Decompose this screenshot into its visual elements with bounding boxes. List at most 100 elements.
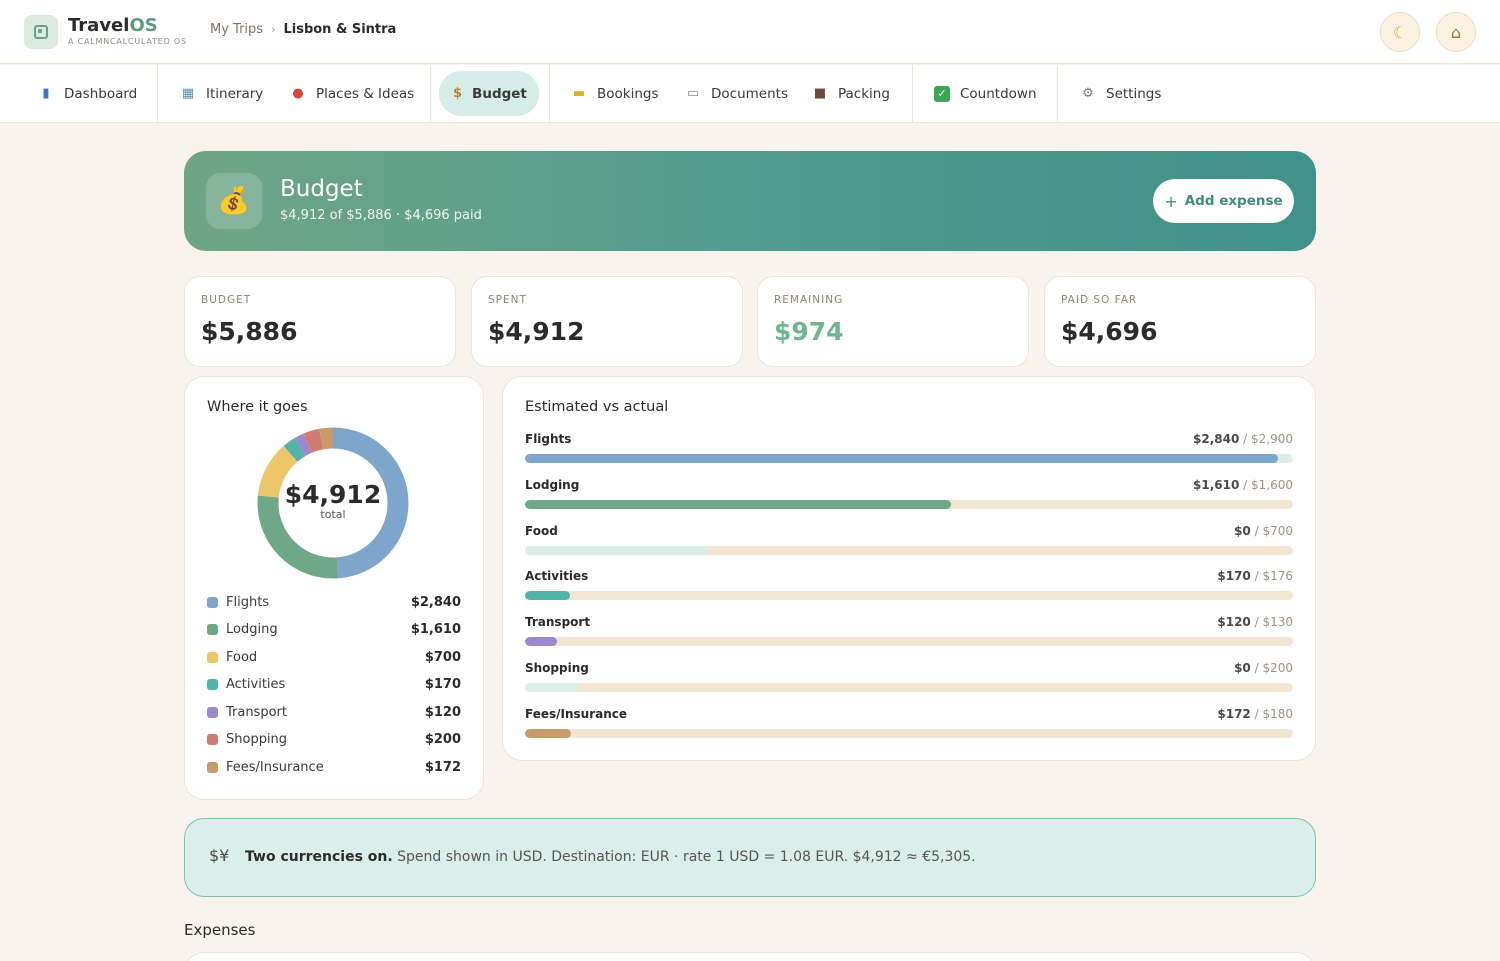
bar-separator: / xyxy=(1239,432,1251,446)
bar-actual-value: $170 xyxy=(1217,569,1251,584)
nav-settings[interactable]: ⚙ Settings xyxy=(1066,71,1175,116)
page-title: Budget xyxy=(280,176,363,202)
legend-amount: $172 xyxy=(424,759,461,775)
brand: TravelOS A CALMNCALCULATED OS xyxy=(68,16,187,47)
bar-header: Activities $170 / $176 xyxy=(525,569,1293,585)
nav-divider xyxy=(1057,65,1058,123)
budget-header: 💰 Budget $4,912 of $5,886 · $4,696 paid … xyxy=(184,151,1316,251)
stat-spent-value: $4,912 xyxy=(488,317,585,346)
bar-values: $170 / $176 xyxy=(1217,569,1293,585)
where-it-goes-title: Where it goes xyxy=(207,399,308,415)
donut-slice-fees-insurance xyxy=(257,427,409,579)
bar-fill-activities xyxy=(525,591,570,601)
legend-amount: $170 xyxy=(424,677,461,692)
home-button[interactable]: ⌂ xyxy=(1436,12,1476,52)
bar-estimated-value: $130 xyxy=(1262,615,1293,630)
nav-places[interactable]: ● Places & Ideas xyxy=(276,71,428,116)
nav-places-label: Places & Ideas xyxy=(316,85,415,102)
app-logo-icon[interactable] xyxy=(24,15,58,49)
bar-track xyxy=(525,728,1293,738)
bar-track xyxy=(525,591,1293,601)
bar-row-transport: Transport $120 / $130 xyxy=(525,615,1293,647)
bar-category-label: Transport xyxy=(525,615,591,630)
bar-fill-shopping xyxy=(525,683,579,692)
bar-track xyxy=(525,637,1293,647)
luggage-icon: ■ xyxy=(813,86,827,101)
stat-remaining: REMAINING $974 xyxy=(757,276,1029,367)
legend-swatch xyxy=(207,706,218,718)
expenses-title: Expenses xyxy=(184,921,256,939)
bar-row-activities: Activities $170 / $176 xyxy=(525,569,1293,601)
where-it-goes-card: Where it goes $4,912 total Flights $2,840… xyxy=(184,376,484,800)
donut-chart xyxy=(257,427,409,579)
legend-amount: $120 xyxy=(424,704,461,720)
nav-countdown[interactable]: ✓ Countdown xyxy=(920,71,1051,116)
bar-header: Fees/Insurance $172 / $180 xyxy=(525,707,1293,723)
ticket-icon: ▬ xyxy=(572,86,586,101)
legend-item-transport: Transport $120 xyxy=(207,702,461,722)
bar-category-label: Fees/Insurance xyxy=(525,706,628,721)
nav-packing-label: Packing xyxy=(838,85,890,102)
bar-estimated-value: $180 xyxy=(1262,706,1293,721)
bar-estimated-value: $700 xyxy=(1262,523,1293,538)
nav-bookings[interactable]: ▬ Bookings xyxy=(557,71,673,116)
bar-fill-fees-insurance xyxy=(525,728,572,738)
legend-label: Lodging xyxy=(226,622,278,637)
legend-label: Activities xyxy=(226,677,286,692)
main-nav: ▮ Dashboard ▦ Itinerary ● Places & Ideas… xyxy=(0,65,1500,123)
legend-swatch xyxy=(207,761,218,773)
money-bag-icon: $ xyxy=(453,86,463,101)
bar-header: Lodging $1,610 / $1,600 xyxy=(525,478,1293,494)
nav-divider xyxy=(912,65,913,123)
nav-budget[interactable]: $ Budget xyxy=(439,71,539,116)
nav-bookings-label: Bookings xyxy=(597,85,659,102)
legend-item-fees-insurance: Fees/Insurance $172 xyxy=(207,757,461,777)
legend-amount: $1,610 xyxy=(410,622,461,637)
stat-budget-value: $5,886 xyxy=(201,317,298,346)
legend-label: Flights xyxy=(226,594,270,610)
bar-fill-flights xyxy=(525,454,1278,463)
bar-actual-value: $172 xyxy=(1217,706,1251,721)
nav-budget-label: Budget xyxy=(472,85,527,102)
bar-actual-value: $0 xyxy=(1234,661,1251,675)
breadcrumb-my-trips[interactable]: My Trips xyxy=(210,22,264,37)
plus-icon: + xyxy=(1164,191,1178,211)
bar-values: $0 / $700 xyxy=(1234,524,1293,540)
bar-track xyxy=(525,454,1293,463)
breadcrumb: My Trips › Lisbon & Sintra xyxy=(210,22,396,37)
legend-item-flights: Flights $2,840 xyxy=(207,592,461,612)
stat-paid-label: PAID SO FAR xyxy=(1061,294,1138,306)
legend-label: Food xyxy=(226,649,258,665)
nav-documents[interactable]: ▭ Documents xyxy=(671,71,802,116)
bar-track xyxy=(525,499,1293,509)
nav-packing[interactable]: ■ Packing xyxy=(798,71,904,116)
breadcrumb-current: Lisbon & Sintra xyxy=(283,22,397,37)
nav-itinerary-label: Itinerary xyxy=(206,85,264,102)
nav-dashboard[interactable]: ▮ Dashboard xyxy=(24,71,151,116)
money-bag-icon: 💰 xyxy=(206,173,262,229)
legend-item-food: Food $700 xyxy=(207,647,461,667)
legend-label: Transport xyxy=(226,704,288,720)
legend-swatch xyxy=(207,596,218,608)
nav-divider xyxy=(549,65,550,123)
nav-divider xyxy=(157,65,158,123)
bar-fill-transport xyxy=(525,637,558,647)
add-expense-button[interactable]: + Add expense xyxy=(1153,179,1294,223)
stat-paid: PAID SO FAR $4,696 xyxy=(1044,276,1316,367)
nav-documents-label: Documents xyxy=(711,85,788,102)
donut-total: $4,912 xyxy=(284,480,382,509)
legend-label: Shopping xyxy=(226,732,288,747)
bar-estimated-value: $176 xyxy=(1262,569,1293,584)
nav-itinerary[interactable]: ▦ Itinerary xyxy=(166,71,277,116)
bar-separator: / xyxy=(1250,615,1263,630)
nav-divider xyxy=(430,65,431,123)
estimated-vs-actual-title: Estimated vs actual xyxy=(525,399,669,415)
bar-separator: / xyxy=(1250,523,1263,538)
bar-values: $2,840 / $2,900 xyxy=(1193,432,1293,448)
bar-row-fees-insurance: Fees/Insurance $172 / $180 xyxy=(525,707,1293,738)
moon-icon: ☾ xyxy=(1392,22,1408,42)
expenses-card xyxy=(184,952,1316,961)
bar-category-label: Flights xyxy=(525,432,572,446)
theme-toggle-button[interactable]: ☾ xyxy=(1380,12,1420,52)
add-expense-label: Add expense xyxy=(1184,193,1283,209)
